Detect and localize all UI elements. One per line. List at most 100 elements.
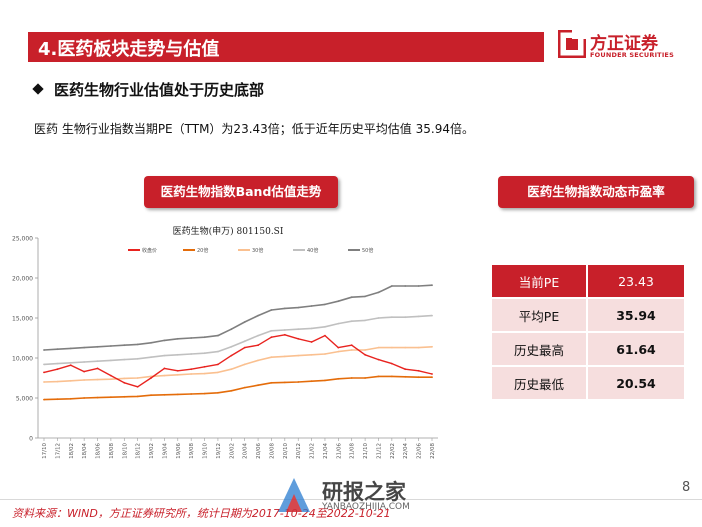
x-tick-label: 20/12	[296, 443, 302, 459]
data-point	[243, 340, 246, 343]
data-point	[163, 354, 166, 357]
data-point	[163, 393, 166, 396]
data-point	[257, 359, 259, 362]
logo-text-en: FOUNDER SECURITIES	[590, 51, 674, 59]
data-point	[230, 389, 233, 392]
data-point	[230, 368, 233, 371]
data-point	[69, 364, 72, 367]
band-chart-title: 医药生物指数Band估值走势	[144, 176, 338, 208]
x-tick-label: 18/08	[109, 443, 115, 459]
data-point	[297, 328, 300, 331]
data-point	[96, 367, 99, 370]
data-point	[257, 334, 259, 337]
data-point	[230, 354, 233, 357]
x-tick-label: 19/06	[176, 443, 182, 459]
data-point	[176, 337, 179, 340]
x-tick-label: 18/12	[136, 443, 142, 459]
data-point	[364, 349, 367, 351]
x-tick-label: 19/12	[216, 443, 222, 459]
data-point	[297, 381, 300, 383]
data-point	[176, 369, 179, 372]
data-point	[203, 336, 206, 339]
data-point	[217, 371, 219, 374]
pe-value: 20.54	[586, 365, 686, 401]
data-point	[109, 396, 112, 399]
x-tick-label: 17/10	[42, 443, 48, 459]
data-point	[377, 375, 380, 378]
series-line	[43, 334, 433, 388]
data-point	[123, 344, 126, 347]
data-point	[123, 358, 126, 361]
description-text: 医药 生物行业指数当期PE（TTM）为23.43倍；低于近年历史平均估值 35.…	[34, 122, 474, 136]
data-point	[136, 377, 139, 379]
data-point	[190, 393, 193, 395]
data-point	[203, 365, 206, 368]
data-point	[203, 352, 206, 355]
data-point	[404, 285, 407, 287]
data-point	[43, 381, 45, 383]
pe-row-average: 平均PE 35.94	[490, 297, 686, 333]
data-point	[283, 355, 286, 358]
x-tick-label: 20/04	[243, 443, 249, 459]
logo-text-cn: 方正证券	[590, 34, 658, 54]
data-point	[364, 319, 367, 322]
data-point	[310, 353, 313, 356]
data-point	[163, 339, 166, 342]
data-point	[150, 377, 152, 379]
data-point	[56, 398, 59, 401]
data-point	[69, 361, 72, 364]
data-point	[390, 285, 393, 287]
x-tick-label: 22/06	[417, 443, 423, 459]
data-point	[136, 395, 139, 398]
data-point	[43, 398, 45, 401]
data-point	[136, 385, 139, 388]
series-line	[43, 375, 432, 401]
pe-row-low: 历史最低 20.54	[490, 365, 686, 401]
data-point	[324, 379, 326, 382]
data-point	[56, 362, 59, 365]
x-tick-label: 18/02	[69, 443, 75, 459]
x-tick-label: 21/04	[323, 443, 329, 459]
data-point	[431, 284, 433, 287]
data-point	[109, 359, 112, 362]
data-point	[69, 397, 72, 400]
data-point	[310, 327, 313, 330]
legend-label: 30倍	[252, 247, 263, 254]
x-tick-label: 22/04	[403, 443, 409, 459]
data-point	[324, 325, 326, 328]
data-point	[297, 337, 300, 340]
data-point	[217, 391, 219, 394]
data-point	[230, 328, 233, 331]
pe-label: 平均PE	[490, 297, 588, 333]
data-point	[417, 376, 420, 379]
data-point	[150, 341, 152, 344]
data-point	[337, 377, 340, 380]
x-tick-label: 19/02	[149, 443, 155, 459]
title-bar: 4.医药板块走势与估值	[28, 32, 544, 62]
page-number: 8	[682, 480, 691, 495]
data-point	[310, 305, 313, 307]
data-point	[350, 349, 353, 351]
data-point	[83, 370, 86, 373]
data-point	[417, 369, 420, 372]
data-point	[324, 334, 326, 337]
pe-value: 35.94	[586, 297, 686, 333]
data-point	[43, 349, 45, 351]
data-point	[310, 380, 313, 383]
data-point	[390, 362, 393, 365]
pe-label: 历史最高	[490, 331, 588, 367]
data-point	[83, 397, 86, 399]
data-point	[297, 354, 300, 357]
pe-label: 历史最低	[490, 365, 588, 401]
data-point	[163, 367, 166, 370]
data-point	[337, 300, 340, 303]
data-point	[377, 346, 380, 349]
data-point	[109, 345, 112, 347]
data-point	[203, 392, 206, 395]
x-tick-label: 21/12	[376, 443, 382, 459]
legend-label: 40倍	[307, 247, 318, 254]
legend-label: 20倍	[197, 247, 208, 254]
data-point	[243, 321, 246, 323]
pe-value: 61.64	[586, 331, 686, 367]
data-point	[96, 378, 99, 381]
